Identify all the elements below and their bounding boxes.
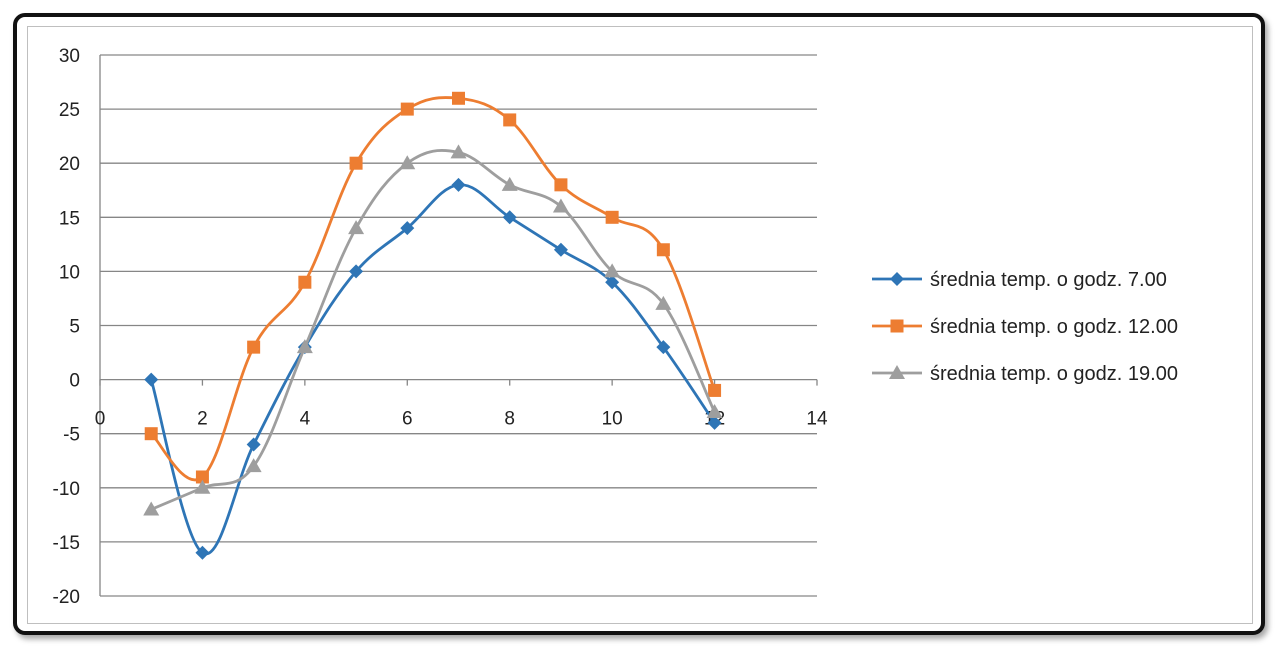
data-point bbox=[349, 156, 363, 170]
data-point bbox=[656, 243, 670, 257]
data-point bbox=[144, 427, 158, 441]
x-tick-label: 2 bbox=[197, 409, 208, 430]
legend-marker bbox=[890, 272, 904, 286]
data-point bbox=[400, 221, 415, 236]
data-point bbox=[604, 263, 621, 278]
data-point bbox=[554, 178, 568, 192]
legend-entry-1: średnia temp. o godz. 7.00 bbox=[872, 269, 1167, 291]
gridlines bbox=[100, 54, 817, 597]
y-tick-label: 10 bbox=[59, 262, 80, 283]
y-tick-label: 20 bbox=[59, 154, 80, 175]
data-point bbox=[195, 545, 210, 560]
x-tick-label: 4 bbox=[300, 409, 311, 430]
legend: średnia temp. o godz. 7.00 średnia temp. … bbox=[872, 269, 1178, 385]
legend-marker bbox=[889, 365, 905, 379]
data-point bbox=[348, 220, 365, 235]
data-point bbox=[656, 340, 671, 355]
data-point bbox=[195, 470, 209, 484]
data-point bbox=[708, 383, 722, 397]
series-3 bbox=[143, 144, 723, 516]
data-point bbox=[655, 295, 672, 310]
x-tick-label: 6 bbox=[402, 409, 413, 430]
data-point bbox=[605, 210, 619, 224]
series-1 bbox=[144, 177, 722, 560]
y-tick-label: -15 bbox=[53, 533, 80, 554]
data-point bbox=[605, 275, 620, 290]
data-point bbox=[451, 177, 466, 192]
data-point bbox=[298, 275, 312, 289]
data-point bbox=[247, 340, 261, 354]
x-tick-label: 14 bbox=[806, 409, 828, 430]
data-point bbox=[246, 437, 261, 452]
series-line bbox=[150, 96, 716, 482]
y-tick-label: -10 bbox=[53, 479, 80, 500]
series-line bbox=[149, 183, 716, 556]
x-tick-label: 8 bbox=[504, 409, 515, 430]
data-point bbox=[144, 372, 159, 387]
data-point bbox=[552, 198, 569, 213]
data-point bbox=[706, 404, 723, 419]
legend-marker bbox=[890, 319, 904, 333]
series-lines bbox=[143, 91, 723, 560]
y-tick-label: 5 bbox=[69, 317, 80, 338]
x-tick-label: 10 bbox=[602, 409, 623, 430]
data-point bbox=[450, 144, 467, 159]
data-point bbox=[349, 264, 364, 279]
y-tick-labels: 30 25 20 15 10 5 0 -5 -10 -15 -20 bbox=[53, 46, 80, 608]
data-point bbox=[501, 176, 518, 191]
data-point bbox=[452, 91, 465, 105]
x-tick-label: 0 bbox=[95, 409, 106, 430]
y-tick-label: 30 bbox=[59, 46, 80, 67]
legend-label: średnia temp. o godz. 7.00 bbox=[930, 269, 1167, 291]
series-2 bbox=[144, 91, 722, 484]
data-point bbox=[503, 113, 517, 127]
data-point bbox=[194, 479, 211, 494]
axes bbox=[99, 55, 818, 596]
data-point bbox=[399, 155, 416, 170]
legend-label: średnia temp. o godz. 12.00 bbox=[930, 316, 1178, 338]
y-tick-label: 0 bbox=[69, 371, 80, 392]
data-point bbox=[400, 102, 414, 116]
series-line bbox=[150, 149, 716, 511]
y-tick-label: -5 bbox=[63, 425, 80, 446]
legend-entry-2: średnia temp. o godz. 12.00 bbox=[872, 316, 1178, 338]
legend-label: średnia temp. o godz. 19.00 bbox=[930, 363, 1178, 385]
data-point bbox=[707, 415, 722, 430]
legend-entry-3: średnia temp. o godz. 19.00 bbox=[872, 363, 1178, 385]
data-point bbox=[502, 210, 517, 225]
data-point bbox=[143, 501, 160, 516]
data-point bbox=[296, 339, 313, 354]
data-point bbox=[553, 242, 568, 257]
data-point bbox=[245, 458, 262, 473]
y-tick-label: -20 bbox=[53, 587, 80, 608]
y-tick-label: 15 bbox=[59, 208, 80, 229]
y-tick-label: 25 bbox=[59, 100, 80, 121]
